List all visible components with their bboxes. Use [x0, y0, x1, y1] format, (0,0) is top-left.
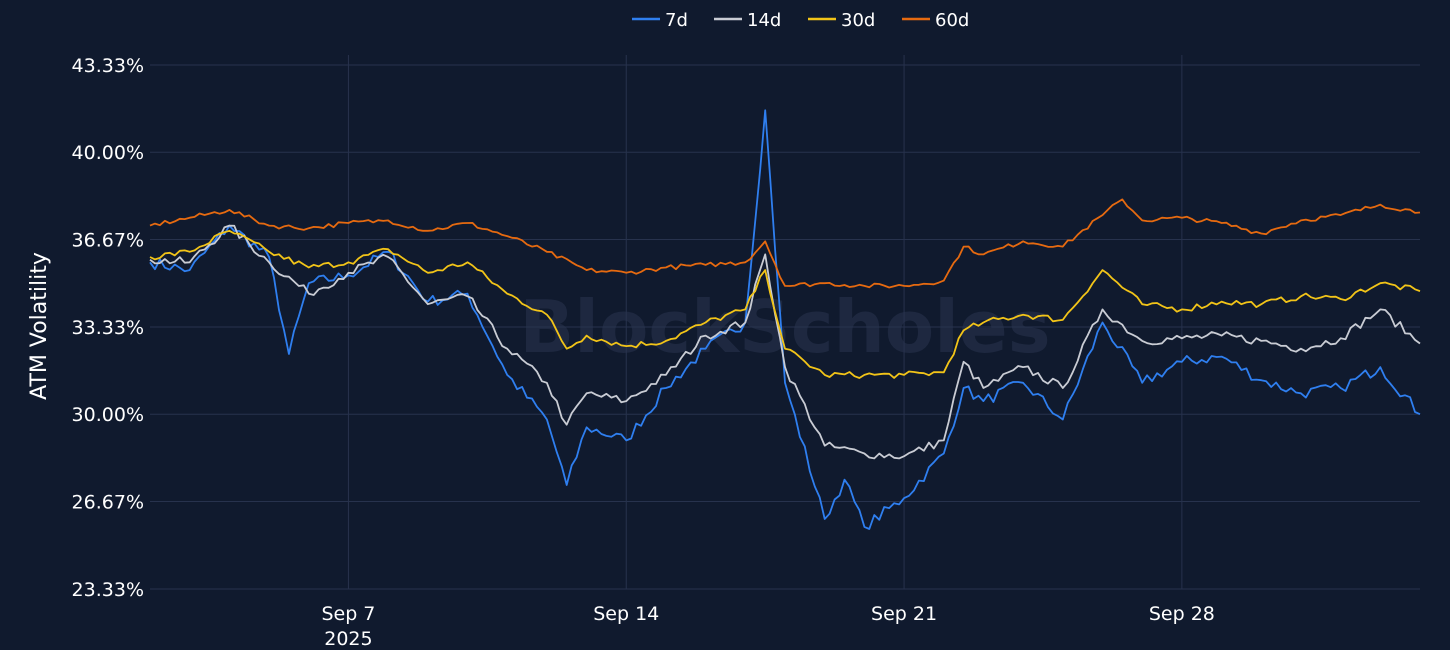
x-tick-sublabel: 2025: [324, 628, 372, 650]
series-line-7d: [149, 109, 1421, 530]
legend-label-30d[interactable]: 30d: [841, 10, 875, 31]
x-tick-label: Sep 14: [593, 603, 659, 625]
watermark: BlockScholes: [519, 285, 1050, 369]
y-tick-label: 30.00%: [72, 404, 144, 426]
y-axis-title: ATM Volatility: [27, 252, 52, 400]
series-line-30d: [149, 229, 1421, 379]
y-tick-label: 43.33%: [72, 55, 144, 77]
series-line-14d: [149, 224, 1421, 460]
series-line-60d: [149, 198, 1421, 289]
x-tick-label: Sep 7: [321, 603, 375, 625]
legend-label-60d[interactable]: 60d: [935, 10, 969, 31]
y-tick-label: 26.67%: [72, 491, 144, 513]
x-axis-ticks: Sep 7 2025 Sep 14 Sep 21 Sep 28: [321, 603, 1214, 650]
x-tick-label: Sep 21: [871, 603, 937, 625]
legend: 7d 14d 30d 60d: [632, 10, 969, 31]
grid-lines: [150, 55, 1420, 590]
legend-label-7d[interactable]: 7d: [665, 10, 688, 31]
y-axis-ticks: 23.33% 26.67% 30.00% 33.33% 36.67% 40.00% 43.3…: [72, 55, 144, 601]
legend-label-14d[interactable]: 14d: [747, 10, 781, 31]
y-tick-label: 33.33%: [72, 317, 144, 339]
series-lines: [149, 109, 1421, 530]
x-tick-label: Sep 28: [1149, 603, 1215, 625]
y-tick-label: 36.67%: [72, 229, 144, 251]
y-tick-label: 23.33%: [72, 579, 144, 601]
y-tick-label: 40.00%: [72, 142, 144, 164]
